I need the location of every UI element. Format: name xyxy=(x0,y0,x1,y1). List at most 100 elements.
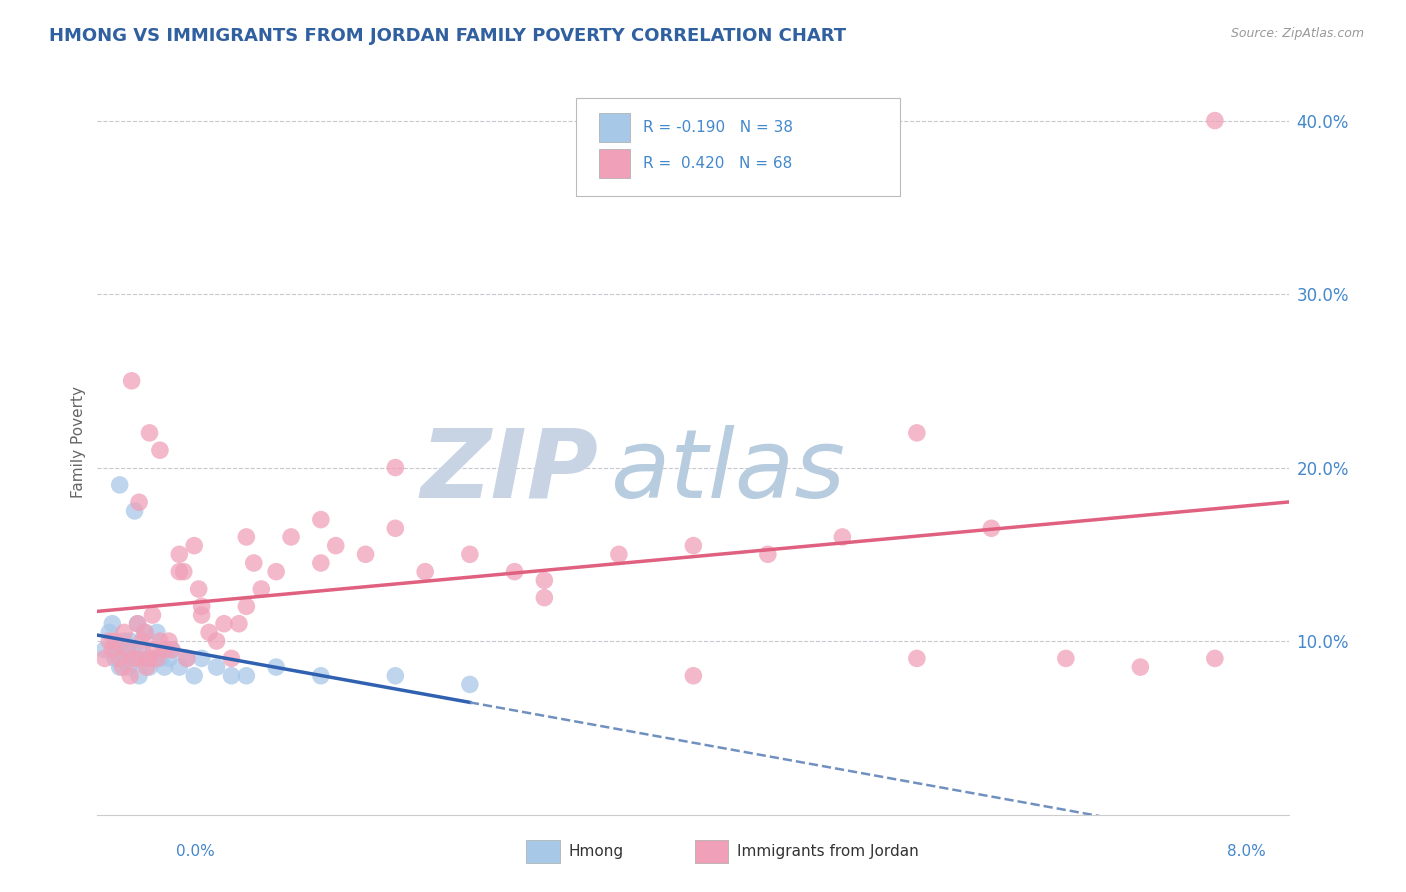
Point xyxy=(980,521,1002,535)
Point xyxy=(533,574,555,588)
Point xyxy=(149,443,172,458)
Point xyxy=(235,530,257,544)
Point xyxy=(108,660,131,674)
Point xyxy=(413,565,436,579)
Point xyxy=(111,651,134,665)
Point xyxy=(173,565,195,579)
Text: 0.0%: 0.0% xyxy=(176,845,215,859)
Point xyxy=(190,651,212,665)
Point xyxy=(280,530,302,544)
Text: ZIP: ZIP xyxy=(420,425,598,518)
Point xyxy=(235,669,257,683)
Point xyxy=(160,642,183,657)
Point xyxy=(503,565,526,579)
Point xyxy=(153,642,176,657)
Point xyxy=(138,425,160,440)
Point xyxy=(384,521,406,535)
Point xyxy=(127,616,149,631)
Point xyxy=(153,660,176,674)
Text: R = -0.190   N = 38: R = -0.190 N = 38 xyxy=(643,120,793,135)
Point xyxy=(94,642,117,657)
Point xyxy=(143,651,166,665)
Point xyxy=(250,582,273,596)
Point xyxy=(228,616,250,631)
Point xyxy=(205,660,228,674)
Point xyxy=(135,660,157,674)
Point xyxy=(458,677,481,691)
Point xyxy=(221,651,243,665)
Text: Hmong: Hmong xyxy=(568,845,623,859)
Point xyxy=(149,651,172,665)
Point xyxy=(190,608,212,623)
Point xyxy=(905,651,928,665)
Point xyxy=(157,634,180,648)
Point xyxy=(141,608,163,623)
Point xyxy=(183,669,205,683)
Point xyxy=(120,634,142,648)
Point xyxy=(309,669,332,683)
Point xyxy=(98,634,121,648)
Point xyxy=(212,616,235,631)
Point xyxy=(1054,651,1077,665)
Point xyxy=(1204,113,1226,128)
Text: R =  0.420   N = 68: R = 0.420 N = 68 xyxy=(643,156,792,170)
Point xyxy=(221,669,243,683)
Point xyxy=(243,556,266,570)
Point xyxy=(112,634,135,648)
Point xyxy=(384,460,406,475)
Point xyxy=(160,642,183,657)
Point xyxy=(187,582,209,596)
Point xyxy=(135,651,157,665)
Point xyxy=(384,669,406,683)
Point xyxy=(115,642,138,657)
Point xyxy=(264,660,287,674)
Point xyxy=(1204,651,1226,665)
Text: Source: ZipAtlas.com: Source: ZipAtlas.com xyxy=(1230,27,1364,40)
Point xyxy=(131,634,153,648)
Point xyxy=(111,660,134,674)
Point xyxy=(169,660,191,674)
Text: Immigrants from Jordan: Immigrants from Jordan xyxy=(737,845,918,859)
Point xyxy=(108,651,131,665)
Point xyxy=(309,556,332,570)
Point xyxy=(138,651,160,665)
Point xyxy=(127,616,149,631)
Text: atlas: atlas xyxy=(610,425,845,518)
Point xyxy=(115,642,138,657)
Point xyxy=(176,651,198,665)
Point xyxy=(198,625,221,640)
Point xyxy=(104,651,127,665)
Point xyxy=(169,547,191,561)
Point xyxy=(354,547,377,561)
Point xyxy=(105,642,128,657)
Point xyxy=(183,539,205,553)
Point xyxy=(112,625,135,640)
Point xyxy=(143,642,166,657)
Point xyxy=(101,616,124,631)
Point xyxy=(682,669,704,683)
Point xyxy=(94,651,117,665)
Point xyxy=(104,634,127,648)
Point xyxy=(134,625,156,640)
Point xyxy=(128,651,150,665)
Point xyxy=(134,625,156,640)
Point xyxy=(235,599,257,614)
Point xyxy=(149,634,172,648)
Text: HMONG VS IMMIGRANTS FROM JORDAN FAMILY POVERTY CORRELATION CHART: HMONG VS IMMIGRANTS FROM JORDAN FAMILY P… xyxy=(49,27,846,45)
Point xyxy=(98,625,121,640)
Point xyxy=(101,642,124,657)
Y-axis label: Family Poverty: Family Poverty xyxy=(72,385,86,498)
Text: 8.0%: 8.0% xyxy=(1226,845,1265,859)
Point xyxy=(264,565,287,579)
Point xyxy=(309,513,332,527)
Point xyxy=(905,425,928,440)
Point xyxy=(190,599,212,614)
Point xyxy=(120,669,142,683)
Point xyxy=(124,651,146,665)
Point xyxy=(128,495,150,509)
Point xyxy=(124,504,146,518)
Point xyxy=(138,660,160,674)
Point xyxy=(108,478,131,492)
Point xyxy=(325,539,347,553)
Point xyxy=(146,651,169,665)
